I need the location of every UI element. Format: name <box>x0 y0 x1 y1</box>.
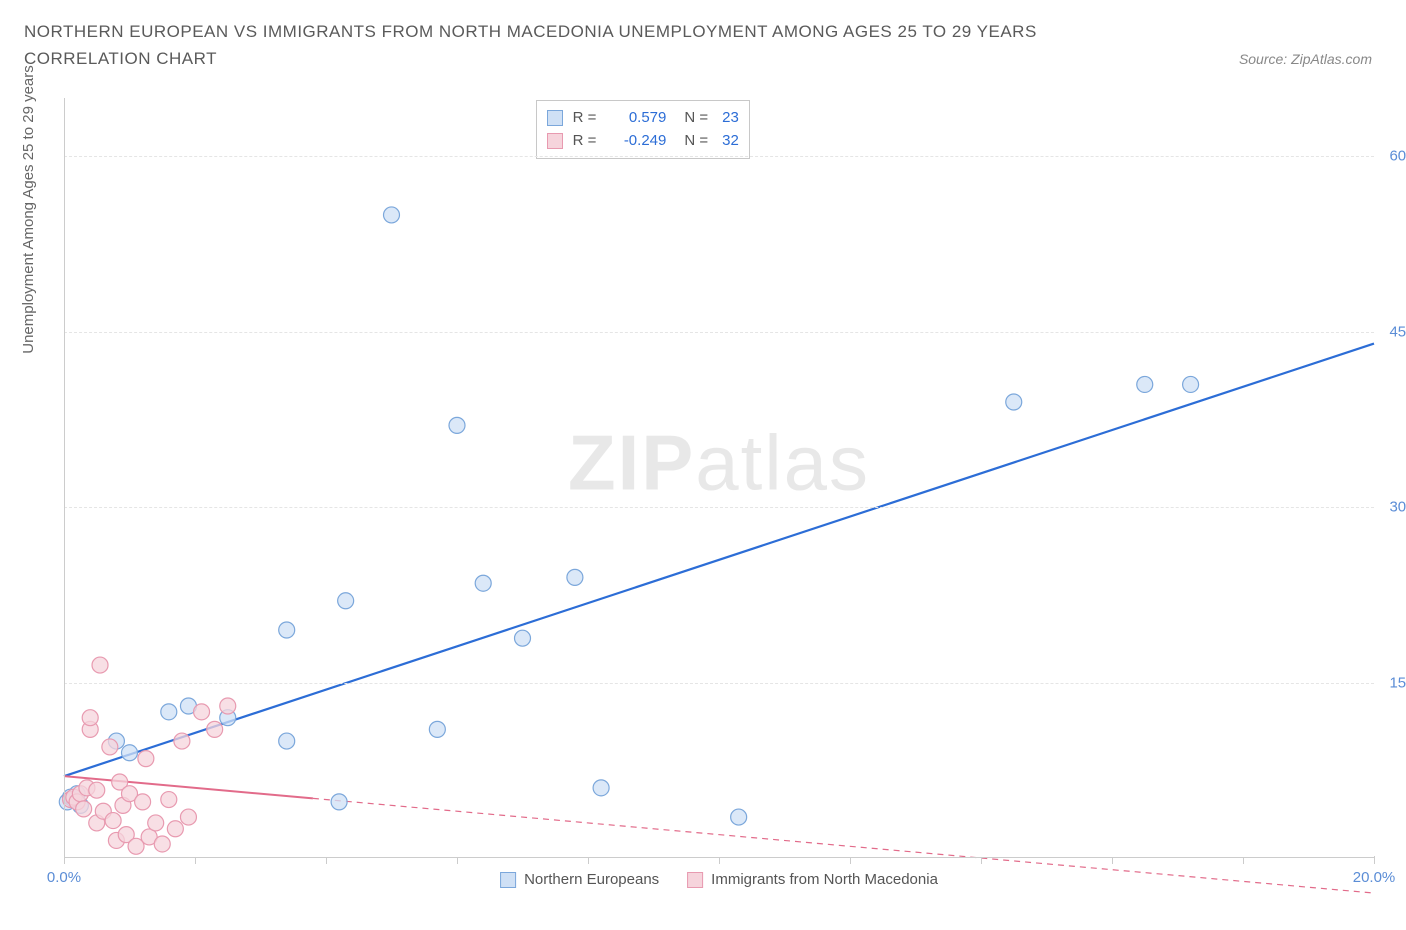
r-value: 0.579 <box>606 107 666 130</box>
trend-line <box>64 344 1374 777</box>
y-tick-label: 45.0% <box>1389 323 1406 340</box>
x-tick <box>981 858 982 864</box>
grid-line <box>64 507 1374 508</box>
data-point <box>76 801 92 817</box>
legend-swatch <box>500 872 516 888</box>
x-tick <box>850 858 851 864</box>
data-point <box>1183 376 1199 392</box>
data-point <box>135 794 151 810</box>
data-point <box>384 207 400 223</box>
data-point <box>279 733 295 749</box>
y-axis-label: Unemployment Among Ages 25 to 29 years <box>20 65 37 354</box>
subtitle-row: CORRELATION CHART Source: ZipAtlas.com <box>24 49 1382 69</box>
data-point <box>105 813 121 829</box>
source-attribution: Source: ZipAtlas.com <box>1239 51 1382 67</box>
x-tick <box>1374 856 1375 864</box>
data-point <box>167 821 183 837</box>
data-point <box>138 751 154 767</box>
legend-row: R = 0.579 N = 23 <box>547 107 739 130</box>
data-point <box>92 657 108 673</box>
plot-area: ZIPatlas R =0.579N =23R =-0.249N =32 Nor… <box>64 98 1374 858</box>
x-tick <box>588 858 589 864</box>
legend-item: Immigrants from North Macedonia <box>687 871 938 888</box>
data-point <box>220 698 236 714</box>
chart-subtitle: CORRELATION CHART <box>24 49 217 69</box>
data-point <box>154 836 170 852</box>
chart-title: NORTHERN EUROPEAN VS IMMIGRANTS FROM NOR… <box>24 18 1382 45</box>
legend-swatch <box>547 133 563 149</box>
x-tick-label: 0.0% <box>47 869 81 886</box>
chart-container: Unemployment Among Ages 25 to 29 years Z… <box>34 98 1384 898</box>
r-label: R = <box>573 130 597 153</box>
data-point <box>1006 394 1022 410</box>
y-tick-label: 60.0% <box>1389 148 1406 165</box>
data-point <box>89 782 105 798</box>
data-point <box>194 704 210 720</box>
series-legend: Northern Europeans Immigrants from North … <box>500 871 938 888</box>
x-tick <box>1112 858 1113 864</box>
grid-line <box>64 683 1374 684</box>
data-point <box>338 593 354 609</box>
data-point <box>122 745 138 761</box>
data-point <box>180 809 196 825</box>
data-point <box>161 704 177 720</box>
legend-item: Northern Europeans <box>500 871 659 888</box>
data-point <box>567 569 583 585</box>
data-point <box>82 710 98 726</box>
data-point <box>102 739 118 755</box>
chart-header: NORTHERN EUROPEAN VS IMMIGRANTS FROM NOR… <box>0 0 1406 77</box>
x-tick <box>719 858 720 864</box>
r-label: R = <box>573 107 597 130</box>
data-point <box>1137 376 1153 392</box>
data-point <box>429 721 445 737</box>
data-point <box>475 575 491 591</box>
data-point <box>593 780 609 796</box>
x-tick <box>64 856 65 864</box>
n-value: 32 <box>722 130 739 153</box>
data-point <box>174 733 190 749</box>
n-label: N = <box>684 130 708 153</box>
data-point <box>731 809 747 825</box>
r-value: -0.249 <box>606 130 666 153</box>
data-point <box>331 794 347 810</box>
legend-swatch <box>687 872 703 888</box>
grid-line <box>64 156 1374 157</box>
y-tick-label: 15.0% <box>1389 674 1406 691</box>
data-point <box>279 622 295 638</box>
data-point <box>515 630 531 646</box>
data-point <box>148 815 164 831</box>
data-point <box>207 721 223 737</box>
legend-label: Immigrants from North Macedonia <box>711 871 938 888</box>
x-tick <box>195 858 196 864</box>
x-tick <box>326 858 327 864</box>
grid-line <box>64 332 1374 333</box>
data-point <box>449 417 465 433</box>
correlation-legend: R = 0.579 N = 23 R = -0.249 N = 32 <box>536 100 750 159</box>
legend-swatch <box>547 110 563 126</box>
legend-row: R = -0.249 N = 32 <box>547 130 739 153</box>
data-point <box>161 792 177 808</box>
x-tick-label: 20.0% <box>1353 869 1396 886</box>
legend-label: Northern Europeans <box>524 871 659 888</box>
x-tick <box>457 858 458 864</box>
x-tick <box>1243 858 1244 864</box>
n-value: 23 <box>722 107 739 130</box>
y-axis-line <box>64 98 65 858</box>
n-label: N = <box>684 107 708 130</box>
y-tick-label: 30.0% <box>1389 499 1406 516</box>
plot-svg <box>64 98 1374 858</box>
